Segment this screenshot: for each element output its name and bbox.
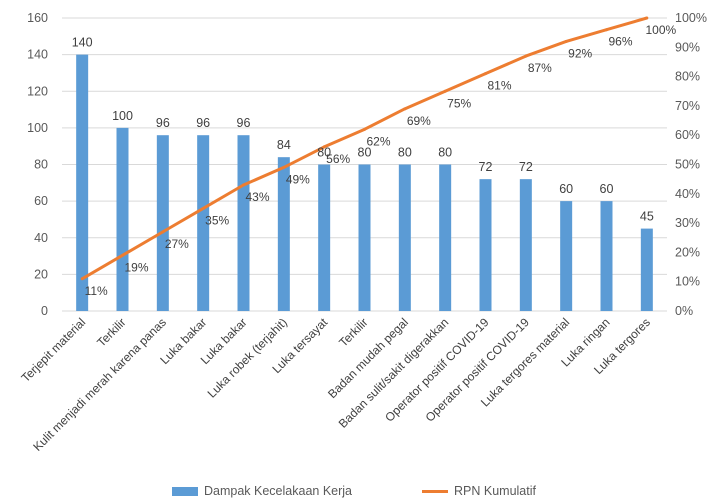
y-right-tick-label: 100% [675, 11, 707, 25]
y-right-tick-label: 90% [675, 40, 700, 54]
bar [479, 179, 492, 311]
y-left-tick-label: 20 [34, 267, 48, 281]
bar [277, 157, 290, 311]
y-left-tick-label: 160 [27, 11, 48, 25]
bar [318, 164, 331, 311]
cumulative-value-label: 62% [366, 134, 390, 148]
line-point [121, 253, 124, 257]
bar [237, 135, 250, 311]
cumulative-value-label: 75% [447, 96, 471, 110]
legend-swatch-bars [172, 486, 198, 496]
bar [600, 201, 613, 311]
line-point [242, 183, 245, 187]
line-point [645, 16, 649, 20]
legend: Dampak Kecelakaan Kerja RPN Kumulatif [0, 484, 708, 498]
pareto-chart: 140 100 96 96 96 84 80 80 80 80 72 72 60 60 45 11% 19% 27… [18, 11, 707, 454]
bar-value-label: 45 [640, 210, 654, 224]
line-point [80, 277, 84, 281]
legend-item-bars: Dampak Kecelakaan Kerja [172, 484, 352, 498]
y-right-tick-label: 80% [675, 70, 700, 84]
bar [519, 179, 532, 311]
line-series [80, 16, 649, 281]
line-point [403, 107, 407, 111]
legend-swatch-line [422, 489, 448, 493]
line-point [484, 72, 487, 76]
y-right-tick-label: 30% [675, 216, 700, 230]
bar-value-label: 96 [196, 116, 210, 130]
cumulative-value-label: 19% [124, 260, 148, 274]
line-point [322, 145, 326, 149]
bar [358, 164, 371, 311]
y-left-tick-label: 60 [34, 194, 48, 208]
bar [156, 135, 169, 311]
cumulative-value-label: 49% [286, 172, 310, 186]
y-right-tick-label: 10% [675, 275, 700, 289]
bar-value-label: 80 [317, 146, 331, 160]
bar [197, 135, 210, 311]
category-label: Terkilir [336, 315, 370, 349]
bar-value-label: 80 [398, 146, 412, 160]
bar [439, 164, 452, 311]
y-left-tick-label: 120 [27, 84, 48, 98]
right-axis: 0% 10% 20% 30% 40% 50% 60% 70% 80% 90% 100% [675, 11, 707, 318]
line-point [282, 165, 286, 169]
bar-value-label: 72 [479, 160, 493, 174]
bar-value-label: 96 [237, 116, 251, 130]
y-left-tick-label: 40 [34, 231, 48, 245]
legend-label-line: RPN Kumulatif [454, 484, 536, 498]
bar-value-label: 96 [156, 116, 170, 130]
cumulative-value-label: 96% [608, 35, 632, 49]
bar-series [76, 54, 653, 311]
category-label: Terjepit material [18, 315, 88, 385]
line-point [443, 89, 447, 93]
bar-value-label: 60 [559, 182, 573, 196]
cumulative-value-label: 100% [645, 23, 676, 37]
bar-value-label: 80 [358, 146, 372, 160]
bar-value-label: 60 [600, 182, 614, 196]
cumulative-value-label: 56% [326, 152, 350, 166]
y-right-tick-label: 40% [675, 187, 700, 201]
line-point [605, 28, 608, 32]
line-point [524, 54, 528, 58]
legend-item-line: RPN Kumulatif [422, 484, 536, 498]
y-right-tick-label: 60% [675, 128, 700, 142]
cumulative-value-label: 69% [407, 114, 431, 128]
y-right-tick-label: 70% [675, 99, 700, 113]
cumulative-value-label: 11% [85, 284, 108, 298]
bar-value-label: 80 [438, 146, 452, 160]
bar [560, 201, 573, 311]
bar [640, 228, 653, 311]
cumulative-value-label: 92% [568, 46, 592, 60]
cumulative-value-label: 81% [487, 79, 511, 93]
y-left-tick-label: 0 [41, 304, 48, 318]
cumulative-value-label: 27% [165, 237, 189, 251]
y-left-tick-label: 140 [27, 48, 48, 62]
line-point [564, 39, 568, 43]
line-point [363, 127, 366, 131]
y-left-tick-label: 80 [34, 158, 48, 172]
bar-value-label: 72 [519, 160, 533, 174]
data-labels: 140 100 96 96 96 84 80 80 80 80 72 72 60 60 45 11% 19% 27… [72, 23, 677, 298]
cumulative-value-label: 87% [528, 61, 552, 75]
bar-value-label: 84 [277, 138, 291, 152]
line-point [161, 230, 165, 234]
y-right-tick-label: 20% [675, 245, 700, 259]
bar [116, 127, 129, 311]
y-right-tick-label: 0% [675, 304, 693, 318]
y-right-tick-label: 50% [675, 158, 700, 172]
category-label: Terkilir [94, 315, 128, 349]
bar [398, 164, 411, 311]
cumulative-value-label: 43% [245, 190, 269, 204]
y-left-tick-label: 100 [27, 121, 48, 135]
bar-value-label: 100 [112, 109, 133, 123]
line-point [201, 206, 205, 210]
bar-value-label: 140 [72, 36, 93, 50]
cumulative-value-label: 35% [205, 213, 229, 227]
left-axis: 0 20 40 60 80 100 120 140 160 [27, 11, 48, 318]
legend-label-bars: Dampak Kecelakaan Kerja [204, 484, 352, 498]
bar [76, 54, 89, 311]
